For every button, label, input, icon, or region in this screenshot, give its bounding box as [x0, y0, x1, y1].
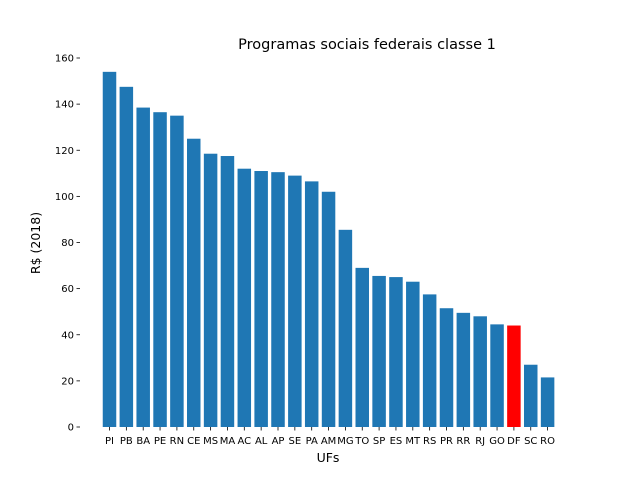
- y-tick-label: 20: [61, 376, 74, 387]
- x-tick-label: MG: [337, 436, 353, 447]
- x-axis: PI PB BA PE RN CE MS MA AC AL AP SE PA AM MG TO SP ES MT RS…: [105, 427, 555, 447]
- x-tick-label: RO: [540, 436, 555, 447]
- bar-pr: [439, 308, 454, 427]
- y-tick-label: 120: [55, 146, 74, 157]
- bar-ro: [540, 377, 555, 427]
- bar-ac: [237, 168, 252, 427]
- x-tick-label: RS: [423, 436, 436, 447]
- x-tick-label: BA: [136, 436, 150, 447]
- bar-ap: [271, 172, 285, 427]
- x-tick-label: AP: [272, 436, 285, 447]
- bar-go: [490, 324, 504, 427]
- x-tick-label: RJ: [475, 436, 485, 447]
- x-tick-label: AL: [255, 436, 268, 447]
- y-tick-label: 140: [55, 100, 74, 111]
- bar-df: [507, 325, 521, 427]
- bars-group: [102, 71, 555, 427]
- x-tick-label: RN: [170, 436, 184, 447]
- x-tick-label: AC: [237, 436, 251, 447]
- bar-se: [288, 175, 302, 427]
- bar-pb: [119, 86, 134, 427]
- y-tick-label: 0: [68, 423, 74, 434]
- y-tick-label: 60: [61, 284, 74, 295]
- x-tick-label: RR: [456, 436, 470, 447]
- x-tick-label: PR: [440, 436, 453, 447]
- x-tick-label: SP: [373, 436, 385, 447]
- bar-mt: [406, 281, 420, 427]
- y-tick-label: 80: [61, 238, 74, 249]
- x-axis-label: UFs: [317, 450, 340, 465]
- bar-mg: [338, 229, 353, 427]
- bar-sc: [524, 364, 538, 427]
- x-tick-label: MA: [220, 436, 236, 447]
- bar-am: [321, 191, 336, 427]
- x-tick-label: ES: [390, 436, 403, 447]
- bar-rj: [473, 316, 487, 427]
- x-tick-label: SC: [524, 436, 537, 447]
- x-tick-label: DF: [507, 436, 521, 447]
- x-tick-label: AM: [321, 436, 336, 447]
- x-tick-label: PE: [154, 436, 166, 447]
- bar-pi: [102, 71, 117, 427]
- bar-sp: [372, 275, 386, 427]
- bar-al: [254, 171, 268, 427]
- x-tick-label: SE: [289, 436, 302, 447]
- x-tick-label: PA: [306, 436, 318, 447]
- bar-to: [355, 267, 369, 427]
- bar-ce: [187, 138, 201, 427]
- bar-ma: [220, 156, 235, 427]
- y-axis-label: R$ (2018): [28, 212, 43, 274]
- x-tick-label: TO: [354, 436, 369, 447]
- bar-pa: [304, 181, 319, 427]
- x-tick-label: PB: [120, 436, 133, 447]
- y-tick-label: 160: [55, 54, 74, 65]
- bar-es: [389, 277, 403, 427]
- bar-ba: [136, 107, 150, 427]
- bar-rn: [170, 115, 184, 427]
- bar-ms: [203, 153, 218, 427]
- x-tick-label: GO: [489, 436, 505, 447]
- chart-title: Programas sociais federais classe 1: [238, 37, 496, 53]
- y-tick-label: 40: [61, 330, 74, 341]
- x-tick-label: MS: [203, 436, 218, 447]
- bar-rr: [456, 312, 471, 427]
- bar-rs: [422, 294, 437, 427]
- bar-pe: [153, 112, 167, 427]
- x-tick-label: CE: [187, 436, 200, 447]
- y-axis: 0 20 40 60 80 100 120 140 160: [55, 54, 80, 434]
- y-tick-label: 100: [55, 192, 74, 203]
- x-tick-label: PI: [105, 436, 114, 447]
- x-tick-label: MT: [405, 436, 421, 447]
